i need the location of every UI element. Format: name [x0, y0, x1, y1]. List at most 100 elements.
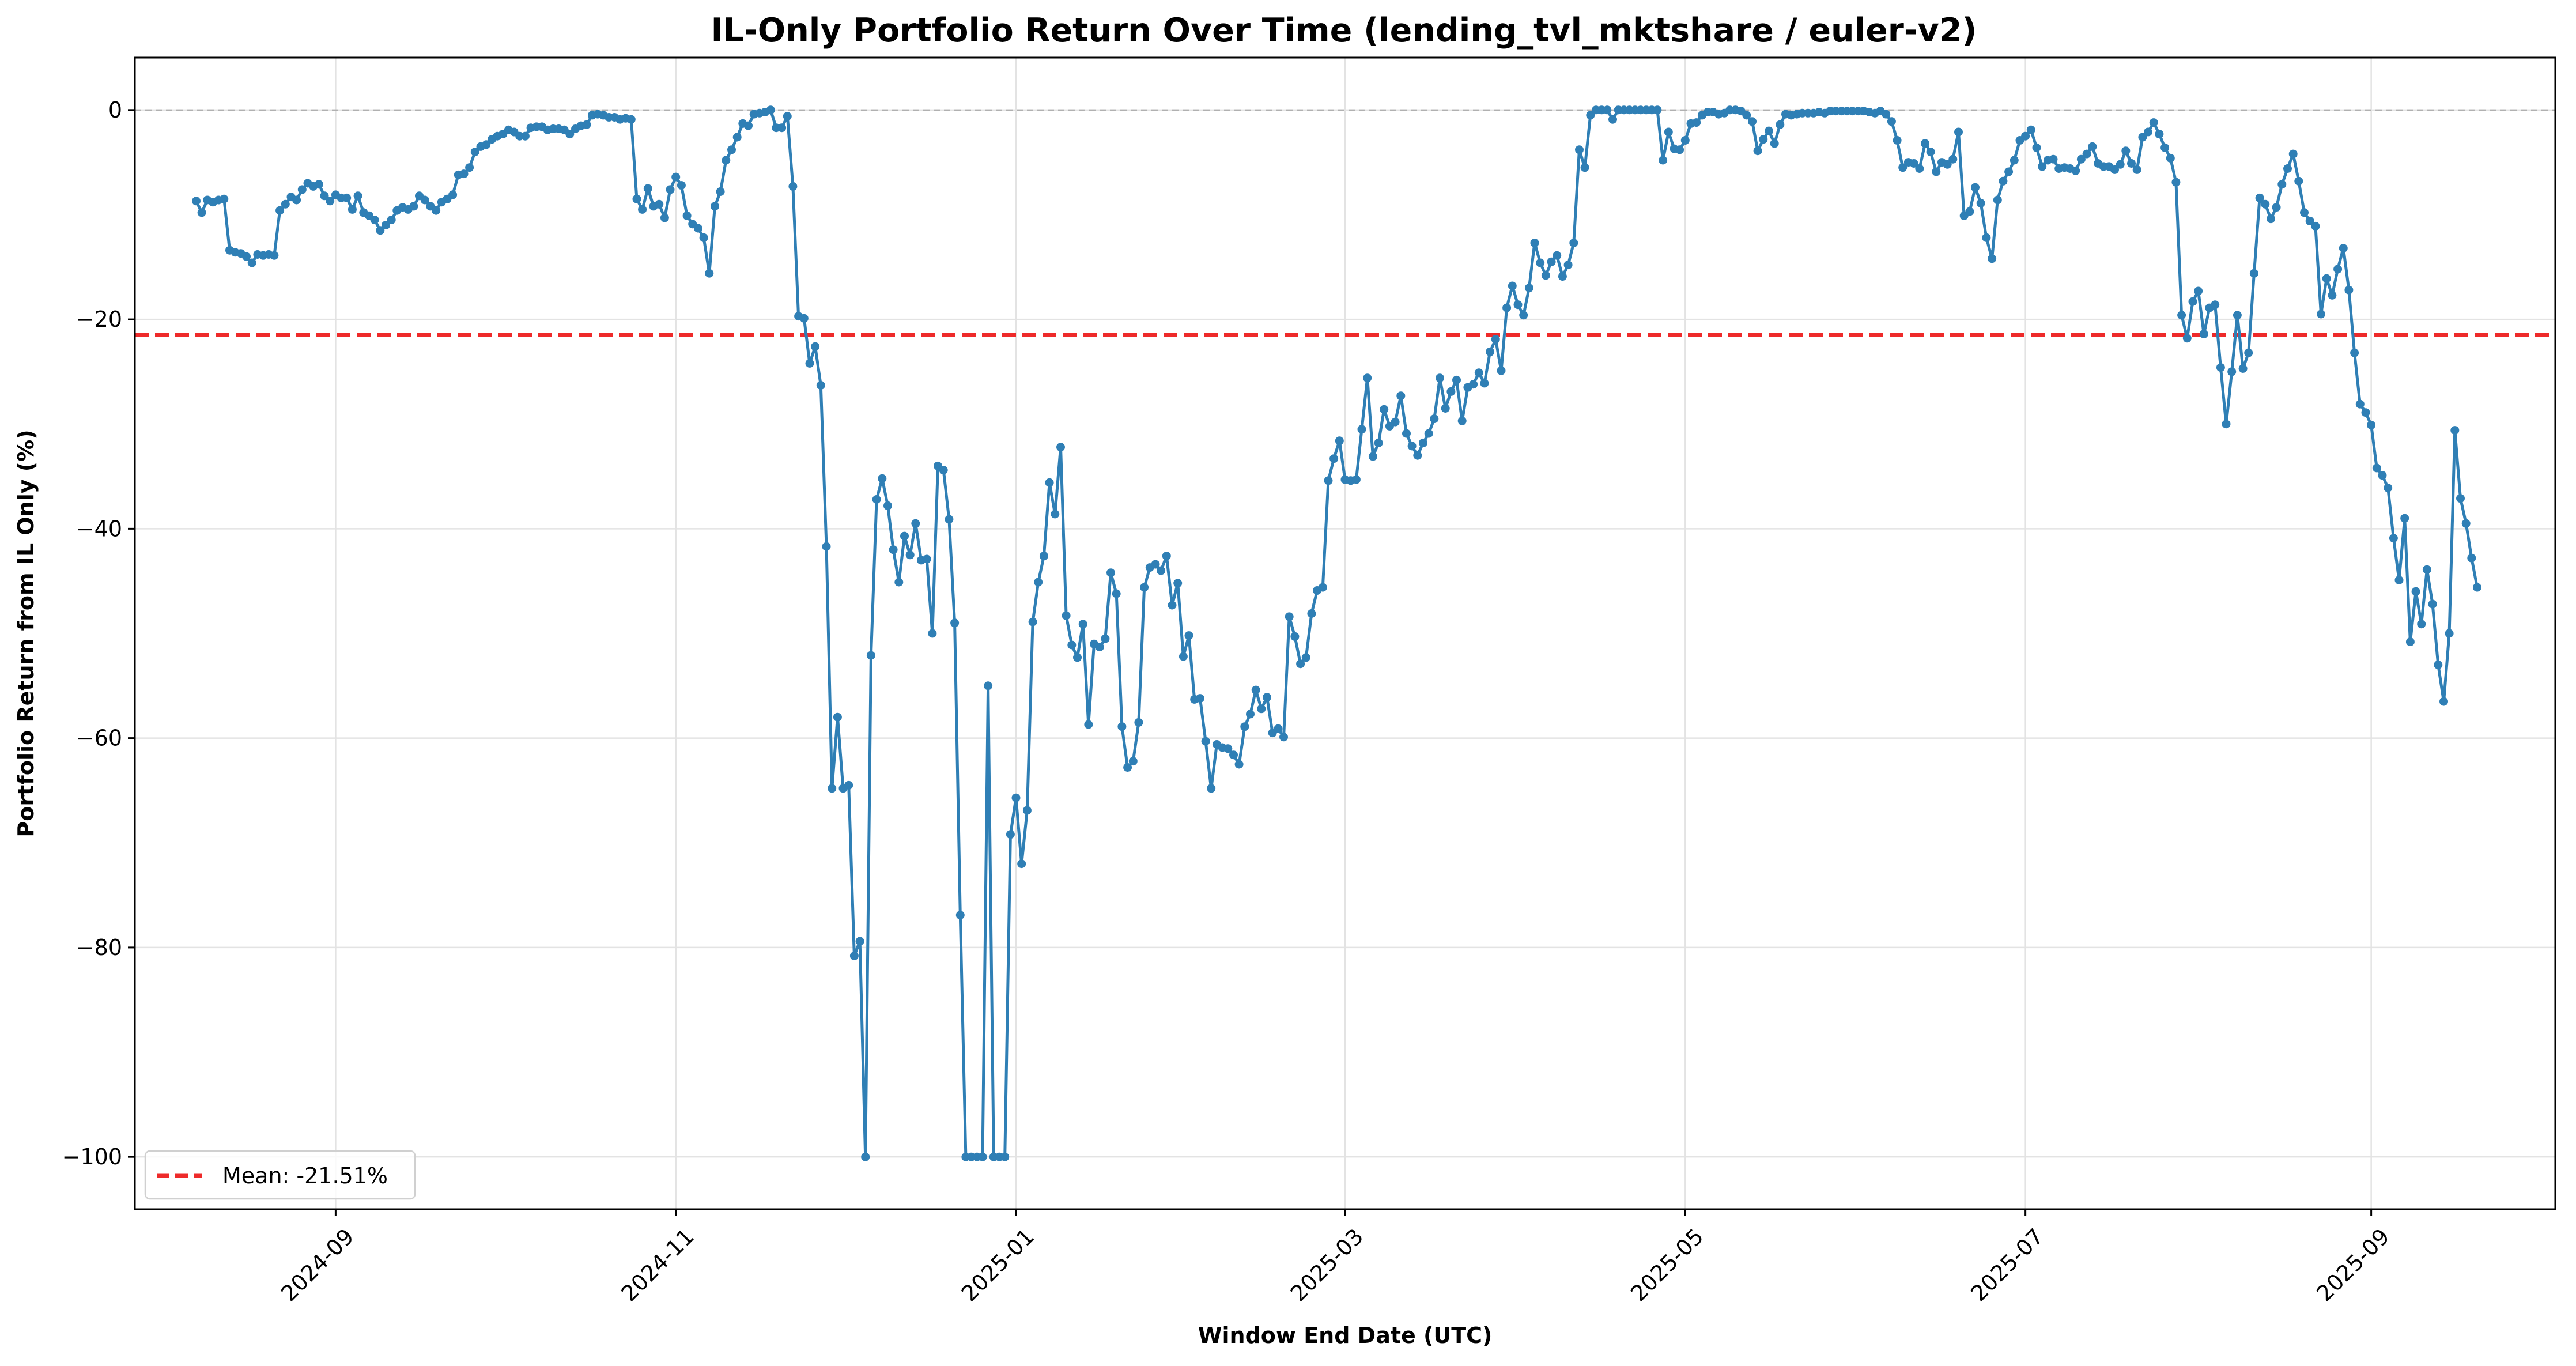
data-point: [1469, 380, 1478, 389]
data-point: [1988, 254, 1997, 263]
data-point: [565, 130, 575, 139]
data-point: [939, 466, 948, 475]
data-point: [1982, 233, 1991, 242]
data-point: [945, 515, 954, 524]
data-point: [2445, 629, 2454, 638]
data-point: [744, 121, 753, 130]
chart-title: IL-Only Portfolio Return Over Time (lend…: [711, 12, 1977, 50]
data-point: [866, 651, 875, 660]
data-point: [1073, 653, 1082, 662]
data-point: [1184, 631, 1193, 640]
data-point: [1084, 720, 1093, 729]
data-point: [448, 190, 458, 199]
data-point: [1274, 724, 1283, 733]
data-point: [1742, 111, 1751, 120]
data-point: [2182, 334, 2192, 343]
data-point: [459, 169, 469, 179]
data-point: [1363, 373, 1372, 383]
legend: Mean: -21.51%: [144, 1150, 416, 1200]
data-point: [1441, 404, 1450, 413]
data-point: [1173, 579, 1183, 588]
data-point: [2333, 265, 2343, 274]
data-point: [799, 314, 809, 323]
data-point: [2010, 156, 2019, 165]
data-point: [1915, 164, 1924, 173]
data-point: [705, 269, 714, 278]
data-point: [1307, 609, 1316, 618]
data-point: [2400, 514, 2409, 523]
data-point: [1659, 156, 1668, 165]
data-point: [1396, 391, 1406, 401]
y-tick-label: −60: [76, 726, 122, 751]
data-point: [1296, 659, 1305, 669]
data-point: [1329, 454, 1339, 463]
data-point: [1380, 405, 1389, 414]
data-point: [833, 712, 842, 722]
x-axis-label: Window End Date (UTC): [1198, 1323, 1493, 1348]
data-point: [2305, 216, 2314, 225]
data-point: [2378, 471, 2387, 480]
data-point: [1603, 105, 1612, 115]
data-point: [1882, 110, 1891, 119]
legend-mean-label: Mean: -21.51%: [222, 1163, 388, 1188]
data-point: [822, 542, 831, 551]
data-point: [1513, 300, 1523, 310]
data-point: [270, 251, 279, 260]
data-point: [1407, 442, 1417, 451]
data-point: [2350, 348, 2359, 357]
data-point: [520, 131, 530, 141]
data-point: [2160, 143, 2170, 152]
data-point: [2405, 637, 2415, 646]
data-point: [247, 258, 256, 267]
data-point: [928, 629, 937, 638]
data-point: [2311, 221, 2320, 231]
data-point: [1452, 375, 1461, 384]
data-point: [2238, 364, 2248, 373]
data-point: [1887, 117, 1896, 126]
data-point: [2384, 484, 2393, 492]
data-point: [1095, 643, 1104, 652]
y-tick-label: 0: [108, 97, 122, 123]
data-point: [387, 216, 396, 224]
data-point: [1413, 451, 1422, 460]
data-point: [2132, 165, 2141, 174]
data-point: [1162, 552, 1171, 561]
data-point: [432, 206, 441, 215]
data-point: [1112, 589, 1121, 598]
data-point: [1547, 257, 1556, 266]
data-point: [1909, 159, 1918, 168]
data-point: [1128, 757, 1138, 766]
data-point: [2272, 203, 2281, 212]
data-point: [1017, 859, 1026, 869]
data-point: [2211, 300, 2220, 310]
data-point: [2389, 534, 2398, 543]
data-point: [655, 199, 664, 209]
data-point: [1932, 167, 1941, 176]
data-point: [2467, 553, 2476, 563]
data-point: [1457, 416, 1467, 425]
data-point: [2127, 159, 2136, 168]
data-point: [950, 618, 960, 628]
data-point: [805, 359, 814, 368]
data-point: [1753, 146, 1762, 156]
data-point: [682, 211, 692, 220]
data-point: [2339, 244, 2348, 253]
data-point: [777, 123, 787, 133]
data-point: [861, 1152, 870, 1161]
data-point: [722, 156, 731, 165]
data-point: [1335, 436, 1344, 446]
legend-box: [144, 1150, 416, 1200]
data-point: [816, 381, 825, 390]
data-point: [2138, 133, 2147, 142]
data-point: [716, 187, 725, 196]
data-point: [1257, 704, 1266, 714]
data-point: [1776, 120, 1785, 129]
data-point: [1022, 806, 1032, 815]
data-point: [2249, 269, 2258, 278]
data-point: [1067, 640, 1077, 650]
data-point: [2255, 193, 2264, 202]
data-point: [766, 105, 775, 115]
data-point: [1536, 258, 1545, 267]
data-point: [2188, 297, 2197, 306]
data-point: [1229, 750, 1238, 760]
